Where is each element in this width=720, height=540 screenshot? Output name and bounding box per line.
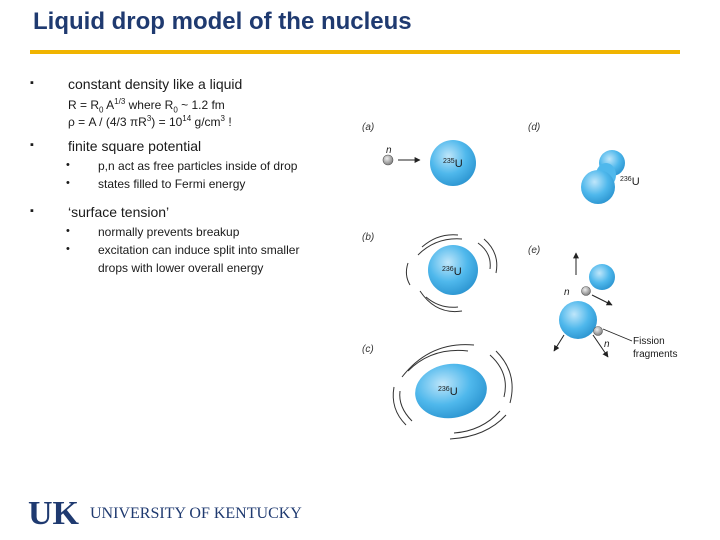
fission-arrow-down-right [592,334,609,358]
nucleus-label-b: 236U [442,266,462,278]
nucleus-label-d: 236U [620,176,640,188]
fission-label-1: Fission [633,336,665,347]
neutron-label-e1: n [564,287,570,298]
neutron-a [382,154,394,166]
nucleus-label-a: 235U [443,158,463,170]
bullet-1: ▪ constant density like a liquid [30,76,243,92]
sub-bullet: • states filled to Fermi energy [66,177,246,191]
neutron-label-a: n [386,145,392,156]
sub-bullet-dot-icon: • [66,243,70,255]
title-underline [30,50,680,54]
bullet-1-text: constant density like a liquid [68,76,243,92]
sub-bullet-dot-icon: • [66,159,70,171]
logo-mark: UK [28,495,80,530]
panel-label-d: (d) [528,122,540,133]
sub-bullet: • excitation can induce split into small… [66,243,300,257]
nucleus-label-c: 236U [438,386,458,398]
nucleus-d [581,150,625,204]
neutron-arrow-e1 [591,294,613,306]
bullet-marker-icon: ▪ [30,77,34,89]
formula-line-2: ρ = A / (4/3 πR3) = 1014 g/cm3 ! [68,114,232,129]
slide-title: Liquid drop model of the nucleus [33,8,412,35]
fission-diagram: (a) (b) (c) (d) (e) n 235U 236U 236U 236… [362,122,677,440]
nucleus-c [415,363,487,419]
formula-line-1: R = R0 A1/3 where R0 ~ 1.2 fm [68,97,225,115]
fission-fragment-2 [559,301,597,339]
bullet-3: ▪ ‘surface tension’ [30,204,170,220]
fission-label-2: fragments [633,349,677,360]
vibration-arcs-c [392,344,513,440]
neutron-e2 [593,326,603,336]
university-name: UNIVERSITY OF KENTUCKY [90,505,302,522]
sub-bullet: • normally prevents breakup [66,225,240,239]
fission-arrow-down-left [553,334,565,352]
neutron-label-e2: n [604,339,610,350]
nucleus-a [430,140,476,186]
bullet-2: ▪ finite square potential [30,138,202,154]
panel-label-b: (b) [362,232,374,243]
bullet-marker-icon: ▪ [30,139,34,151]
leader-line [602,328,633,342]
fission-fragment-1 [589,264,615,290]
vibration-arcs-b [405,234,498,313]
sub-bullet-continuation: drops with lower overall energy [98,261,264,275]
sub-bullet-dot-icon: • [66,225,70,237]
bullet-3-text: ‘surface tension’ [68,204,170,220]
panel-label-a: (a) [362,122,374,133]
bullet-2-text: finite square potential [68,138,202,154]
nucleus-b [428,245,478,295]
sub-bullet-dot-icon: • [66,177,70,189]
sub-bullet: • p,n act as free particles inside of dr… [66,159,298,173]
bullet-marker-icon: ▪ [30,205,34,217]
panel-label-c: (c) [362,344,374,355]
panel-label-e: (e) [528,245,540,256]
neutron-e1 [581,286,591,296]
university-logo: UK UNIVERSITY OF KENTUCKY [28,495,302,530]
